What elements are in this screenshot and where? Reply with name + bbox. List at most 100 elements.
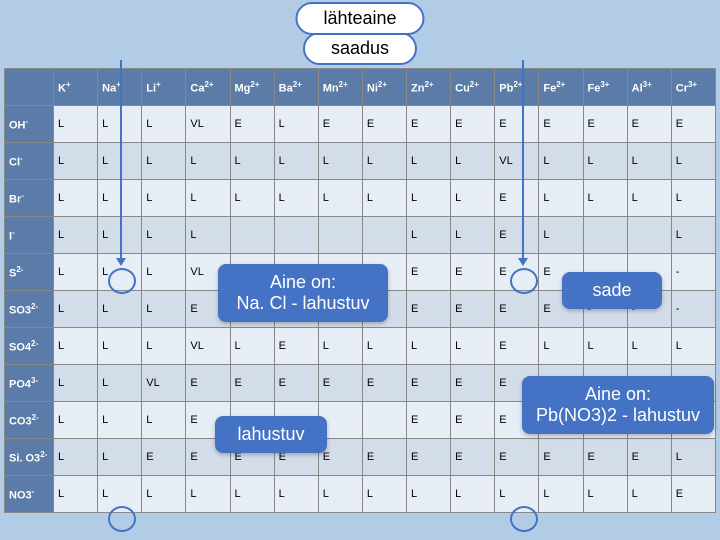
cell: L: [54, 476, 98, 513]
cell: [362, 217, 406, 254]
cell: L: [142, 106, 186, 143]
cell: L: [318, 143, 362, 180]
row-header-so4: SO42-: [5, 328, 54, 365]
cell: L: [98, 402, 142, 439]
cell: E: [451, 439, 495, 476]
cell: E: [495, 328, 539, 365]
table-row: I-LLLLLLELL: [5, 217, 716, 254]
cell: [230, 217, 274, 254]
cell: L: [407, 143, 451, 180]
cell: L: [539, 180, 583, 217]
col-header-fe3+: Fe3+: [583, 69, 627, 106]
cell: L: [230, 328, 274, 365]
cell: L: [142, 217, 186, 254]
table-row: Si. O32-LLEEEEEEEEEEEEL: [5, 439, 716, 476]
cell: L: [54, 328, 98, 365]
cell: VL: [186, 328, 230, 365]
cell: L: [54, 402, 98, 439]
cell: L: [54, 180, 98, 217]
cell: E: [451, 402, 495, 439]
cell: L: [98, 365, 142, 402]
cell: [274, 217, 318, 254]
col-header-li+: Li+: [142, 69, 186, 106]
cell: E: [407, 365, 451, 402]
cell: L: [362, 143, 406, 180]
cell: L: [627, 328, 671, 365]
row-header-co3: CO32-: [5, 402, 54, 439]
cell: E: [627, 439, 671, 476]
table-row: SO42-LLLVLLELLLLELLLL: [5, 328, 716, 365]
cell: L: [230, 143, 274, 180]
overlay-aine-nacl: Aine on: Na. Cl - lahustuv: [218, 264, 388, 322]
cell: E: [583, 439, 627, 476]
table-row: Cl-LLLLLLLLLLVLLLLL: [5, 143, 716, 180]
cell: L: [318, 476, 362, 513]
product-bubble: saadus: [303, 32, 417, 65]
cell: E: [539, 439, 583, 476]
cell: E: [362, 106, 406, 143]
cell: -: [671, 291, 715, 328]
cell: L: [142, 328, 186, 365]
table-row: Br-LLLLLLLLLLELLLL: [5, 180, 716, 217]
cell: L: [671, 143, 715, 180]
col-header-pb2+: Pb2+: [495, 69, 539, 106]
cell: E: [318, 365, 362, 402]
cell: L: [407, 476, 451, 513]
cell: E: [539, 106, 583, 143]
cell: L: [362, 328, 406, 365]
cell: L: [583, 143, 627, 180]
col-header-ba2+: Ba2+: [274, 69, 318, 106]
cell: L: [671, 439, 715, 476]
cell: L: [98, 439, 142, 476]
cell: L: [142, 476, 186, 513]
col-header-ca2+: Ca2+: [186, 69, 230, 106]
cell: L: [539, 143, 583, 180]
col-header-fe2+: Fe2+: [539, 69, 583, 106]
cell: E: [186, 365, 230, 402]
cell: L: [407, 328, 451, 365]
overlay-sade: sade: [562, 272, 662, 309]
cell: L: [142, 254, 186, 291]
cell: E: [407, 291, 451, 328]
cell: L: [362, 180, 406, 217]
corner-cell: [5, 69, 54, 106]
col-header-al3+: Al3+: [627, 69, 671, 106]
arrow-head-icon: [518, 258, 528, 266]
cell: E: [451, 291, 495, 328]
cell: L: [451, 143, 495, 180]
row-header-si. o3: Si. O32-: [5, 439, 54, 476]
cell: E: [230, 365, 274, 402]
cell: L: [274, 180, 318, 217]
cell: L: [539, 328, 583, 365]
cell: L: [362, 476, 406, 513]
cell: L: [54, 291, 98, 328]
row-header-br: Br-: [5, 180, 54, 217]
cell: L: [539, 476, 583, 513]
cell: E: [671, 106, 715, 143]
col-header-mn2+: Mn2+: [318, 69, 362, 106]
cell: L: [451, 328, 495, 365]
cell: E: [451, 106, 495, 143]
cell: E: [495, 254, 539, 291]
cell: L: [627, 476, 671, 513]
cell: [362, 402, 406, 439]
cell: E: [362, 365, 406, 402]
cell: L: [98, 328, 142, 365]
cell: L: [142, 291, 186, 328]
table-row: OH-LLLVLELEEEEEEEEE: [5, 106, 716, 143]
cell: E: [274, 328, 318, 365]
cell: L: [583, 328, 627, 365]
row-header-s: S2-: [5, 254, 54, 291]
cell: E: [142, 439, 186, 476]
cell: E: [451, 254, 495, 291]
cell: L: [54, 106, 98, 143]
cell: L: [142, 143, 186, 180]
cell: E: [495, 106, 539, 143]
row-header-cl: Cl-: [5, 143, 54, 180]
col-header-zn2+: Zn2+: [407, 69, 451, 106]
cell: L: [98, 476, 142, 513]
cell: E: [671, 476, 715, 513]
cell: L: [671, 217, 715, 254]
cell: L: [274, 143, 318, 180]
row-header-i: I-: [5, 217, 54, 254]
